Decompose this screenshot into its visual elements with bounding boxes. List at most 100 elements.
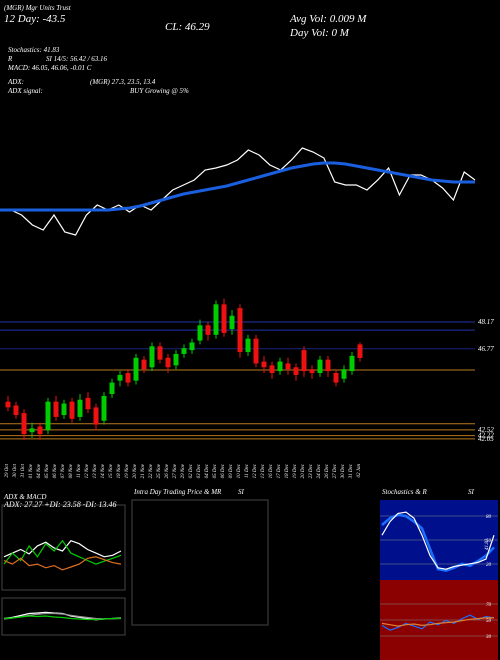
date-label: 19 Dec — [293, 463, 298, 478]
candle-body — [53, 401, 59, 417]
candle-body — [221, 304, 227, 333]
date-label: 06 Dec — [221, 463, 226, 478]
macd: MACD: 46.05, 46.06, -0.01 C — [7, 64, 92, 72]
candle-body — [125, 373, 131, 383]
panel-subtitle: SI — [468, 488, 475, 496]
date-label: 20 Nov — [133, 463, 138, 478]
date-label: 29 Nov — [181, 463, 186, 478]
close: CL: 46.29 — [165, 21, 210, 33]
tick-label: 80 — [486, 515, 492, 520]
candle-body — [173, 353, 179, 366]
date-label: 09 Dec — [229, 463, 234, 478]
date-label: 15 Nov — [109, 463, 114, 478]
date-label: 21 Nov — [141, 463, 146, 478]
level-label: 42.52 — [478, 426, 494, 434]
candle-body — [189, 342, 195, 351]
candle-body — [29, 428, 35, 433]
candle-body — [325, 359, 331, 372]
candle-body — [5, 401, 11, 408]
date-label: 27 Nov — [173, 463, 178, 478]
candle-body — [85, 397, 91, 410]
tick-label: 50 — [486, 539, 492, 544]
tick-label: 50 — [486, 619, 492, 624]
date-label: 02 Dec — [189, 463, 194, 478]
candle-body — [149, 346, 155, 368]
date-label: 31 Dec — [349, 463, 354, 478]
date-label: 25 Nov — [157, 463, 162, 478]
candle-body — [261, 361, 267, 368]
date-label: 05 Dec — [213, 463, 218, 478]
level-label: 42.22 — [478, 432, 494, 440]
adx: ADX: — [7, 78, 24, 86]
candle-body — [301, 350, 307, 372]
date-label: 04 Nov — [37, 463, 42, 478]
indicator-line — [3, 615, 122, 621]
header-title: (MGR) Mgr Units Trust — [4, 4, 72, 12]
date-label: 19 Nov — [125, 463, 130, 478]
candle-body — [93, 407, 99, 425]
si: SI 14/5: 56.42 / 63.16 — [46, 55, 108, 63]
candle-body — [77, 399, 83, 417]
candle-body — [141, 359, 147, 370]
indicator-line — [3, 556, 122, 571]
indicator-line — [381, 511, 495, 570]
tick-label: 20 — [486, 563, 492, 568]
stoch: Stochastics: 41.83 — [8, 46, 60, 54]
candle-body — [133, 357, 139, 381]
candle-body — [37, 426, 43, 435]
indicator-line — [3, 539, 122, 558]
day-vol: Day Vol: 0 M — [289, 27, 350, 39]
candle-body — [117, 374, 123, 381]
tick-label: 30 — [486, 635, 492, 640]
date-label: 23 Dec — [309, 463, 314, 478]
date-label: 06 Nov — [53, 463, 58, 478]
date-label: 14 Nov — [101, 463, 106, 478]
candle-body — [101, 395, 107, 421]
date-label: 04 Dec — [205, 463, 210, 478]
date-label: 11 Nov — [77, 463, 82, 478]
date-label: 08 Nov — [69, 463, 74, 478]
date-label: 20 Dec — [301, 463, 306, 478]
candle-body — [213, 304, 219, 335]
adx-values: (MGR) 27.3, 23.5, 13.4 — [90, 78, 156, 86]
indicator-line — [0, 147, 476, 236]
candle-body — [181, 348, 187, 354]
date-label: 05 Nov — [45, 463, 50, 478]
candle-body — [205, 325, 211, 335]
candle-body — [309, 369, 315, 374]
day-change: 12 Day: -43.5 — [4, 13, 66, 25]
date-label: 10 Dec — [237, 463, 242, 478]
avg-vol: Avg Vol: 0.009 M — [289, 13, 367, 25]
level-label: 48.17 — [478, 318, 494, 326]
panel-subtitle: SI — [238, 488, 245, 496]
candle-body — [13, 405, 19, 416]
candle-body — [229, 315, 235, 330]
date-label: 29 Oct — [5, 463, 10, 477]
date-label: 26 Dec — [325, 463, 330, 478]
date-label: 18 Nov — [117, 463, 122, 478]
candle-body — [61, 403, 67, 416]
candle-body — [269, 365, 275, 374]
candle-body — [45, 401, 51, 431]
candle-body — [21, 413, 27, 435]
candle-body — [69, 401, 75, 419]
date-label: 12 Dec — [253, 463, 258, 478]
panel-title: Intra Day Trading Price & MR — [133, 488, 222, 496]
candle-body — [333, 373, 339, 383]
candle-body — [165, 357, 171, 368]
date-label: 13 Nov — [93, 463, 98, 478]
candle-body — [253, 338, 259, 364]
panel-frame — [131, 499, 269, 626]
panel-frame — [1, 597, 126, 636]
candle-body — [341, 369, 347, 379]
date-label: 30 Oct — [13, 463, 18, 477]
date-label: 31 Oct — [21, 463, 26, 477]
candle-body — [357, 344, 363, 358]
adx-signal: ADX signal: — [7, 87, 43, 95]
r: R — [7, 55, 13, 63]
candle-body — [285, 363, 291, 370]
date-label: 16 Dec — [269, 463, 274, 478]
adx-signal-value: BUY Growing @ 5% — [130, 87, 189, 95]
candle-body — [237, 308, 243, 353]
